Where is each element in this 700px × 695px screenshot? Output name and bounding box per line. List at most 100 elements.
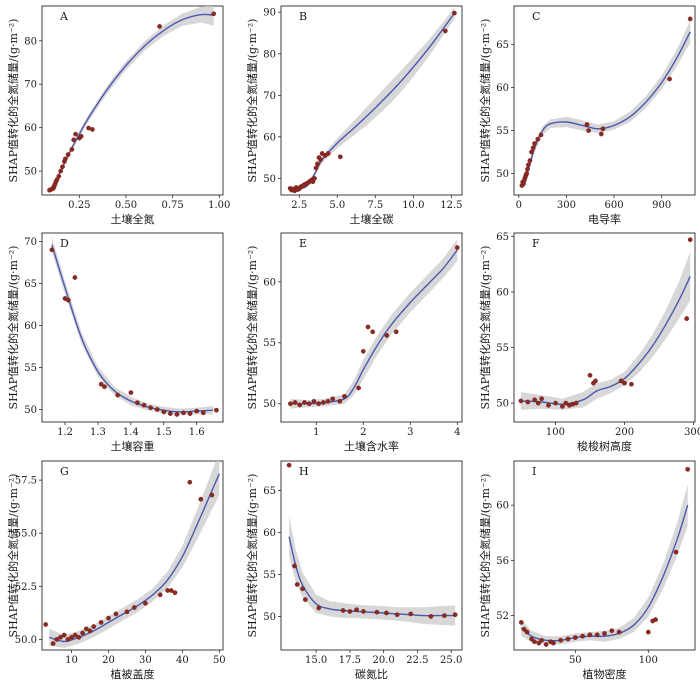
panel-e-point-16 — [384, 333, 390, 338]
panel-h-point-4 — [302, 597, 308, 602]
panel-i-point-17 — [609, 628, 615, 634]
panel-a-point-12 — [65, 152, 71, 157]
panel-b-point-16 — [312, 176, 317, 181]
panel-d-point-15 — [181, 410, 186, 416]
panel-h-point-3 — [300, 586, 305, 592]
panel-d: 1.2 1.3 1.4 1.5 1.6 50 55 60 65 70 D 土壤容重 SHAP值转化的全氮… — [6, 232, 224, 453]
panel-c: 0 300 600 900 50 55 60 65 C 电导率 SHAP值转化的全氮储量/(g·m⁻… — [478, 5, 696, 226]
panel-i-y-axis-title: SHAP值转化的全氮储量/(g·m⁻²) — [478, 474, 492, 638]
panel-b-confidence-band — [290, 7, 455, 193]
panel-h-point-0 — [286, 462, 292, 468]
panel-g-point-22 — [172, 590, 178, 596]
panel-g-point-6 — [69, 634, 74, 640]
panel-d-point-12 — [161, 409, 167, 415]
panel-i-x-tick-label: 50 — [569, 655, 582, 666]
panel-h-y-tick-label: 50 — [263, 612, 276, 623]
panel-h-point-1 — [292, 563, 297, 569]
panel-a-x-tick-label: 0.75 — [161, 200, 183, 211]
panel-d-y-tick-label: 70 — [24, 237, 37, 248]
panel-e-point-9 — [330, 396, 336, 402]
panel-a-point-11 — [62, 156, 68, 162]
panel-i-confidence-band — [521, 484, 688, 645]
panel-d-point-0 — [49, 247, 55, 253]
panel-f-point-8 — [563, 400, 569, 406]
panel-i-point-10 — [558, 637, 564, 643]
panel-i-point-6 — [539, 637, 545, 643]
panel-e-x-tick-label: 2 — [360, 427, 366, 438]
panel-f-x-axis-title: 梭梭树高度 — [577, 439, 632, 453]
panel-b-y-tick-label: 90 — [263, 8, 276, 19]
panel-e-x-axis-title: 土壤含水率 — [344, 439, 399, 453]
panel-e-point-5 — [311, 398, 317, 404]
panel-h-point-6 — [340, 608, 346, 613]
panel-g-x-tick-label: 40 — [176, 655, 189, 666]
panel-d-y-tick-label: 65 — [24, 279, 37, 290]
panel-g-point-12 — [91, 624, 97, 629]
panel-c-point-13 — [535, 136, 541, 142]
panel-c-y-tick-label: 65 — [496, 40, 509, 51]
panel-h-y-tick-label: 55 — [263, 570, 276, 581]
panel-e-point-2 — [297, 402, 303, 408]
panel-a-x-axis-title: 土壤全氮 — [111, 212, 155, 226]
panel-e-x-tick-label: 1 — [313, 427, 319, 438]
panel-e-point-18 — [454, 245, 460, 250]
panel-f-point-1 — [525, 399, 531, 405]
panel-b-point-24 — [337, 154, 343, 160]
panel-e-point-15 — [370, 329, 376, 335]
panel-i-point-7 — [543, 642, 549, 647]
panel-f-x-tick-label: 300 — [684, 427, 700, 438]
panel-c-y-axis-title: SHAP值转化的全氮储量/(g·m⁻²) — [478, 19, 492, 183]
panel-d-point-14 — [174, 412, 180, 417]
panel-f-point-4 — [539, 396, 544, 402]
panel-a-point-14 — [71, 137, 77, 143]
panel-d-y-axis-title: SHAP值转化的全氮储量/(g·m⁻²) — [6, 246, 20, 410]
panel-f-confidence-band — [520, 251, 691, 410]
panel-c-y-tick-label: 55 — [496, 126, 509, 137]
panel-d-point-3 — [72, 275, 78, 280]
panel-g-point-4 — [61, 632, 67, 638]
panel-h-x-tick-label: 20.0 — [373, 655, 395, 666]
panel-a-point-21 — [211, 11, 217, 17]
panel-i-point-13 — [580, 633, 585, 639]
panel-e-y-tick-label: 60 — [263, 277, 276, 288]
panel-e-point-14 — [365, 324, 371, 330]
panel-g-point-1 — [50, 641, 56, 646]
panel-i-point-21 — [653, 617, 658, 622]
panel-a-x-tick-label: 0.25 — [68, 200, 90, 211]
panel-g-point-0 — [43, 622, 49, 627]
panel-h-point-7 — [347, 609, 353, 614]
panel-f-y-tick-label: 55 — [496, 343, 509, 354]
panel-a: 0.25 0.50 0.75 1.00 50 60 70 80 A 土壤全氮 SHAP值转化的全氮储… — [6, 5, 230, 226]
panel-f-point-15 — [618, 378, 624, 384]
panel-f-point-3 — [535, 400, 541, 406]
panel-i-point-3 — [529, 636, 534, 642]
panel-d-letter: D — [60, 237, 69, 250]
panel-g-x-tick-label: 20 — [102, 655, 115, 666]
panel-d-point-13 — [167, 411, 173, 416]
panel-i-point-19 — [645, 629, 651, 635]
panel-e-point-12 — [356, 385, 361, 391]
panel-e-point-4 — [306, 401, 312, 407]
panel-i-y-tick-label: 60 — [496, 501, 509, 512]
panel-c-point-8 — [525, 162, 531, 168]
panel-b-x-tick-label: 12.5 — [440, 200, 462, 211]
panel-i-point-22 — [673, 549, 679, 555]
panel-i-point-1 — [521, 626, 527, 632]
panel-d-x-tick-label: 1.4 — [123, 427, 139, 438]
panel-g-point-14 — [106, 615, 111, 621]
panel-g-y-tick-label: 52.5 — [15, 582, 37, 593]
panel-i-point-16 — [602, 631, 607, 636]
panel-a-point-7 — [56, 173, 62, 179]
panel-g-point-3 — [58, 634, 63, 640]
panel-f-y-tick-label: 60 — [496, 287, 509, 298]
panel-f-point-6 — [553, 400, 558, 406]
panel-a-point-20 — [157, 24, 162, 29]
panel-c-x-axis-title: 电导率 — [588, 212, 621, 226]
panel-c-point-10 — [529, 149, 534, 155]
panel-f-point-19 — [687, 237, 693, 243]
panel-h-point-13 — [408, 611, 414, 617]
panel-c-x-tick-label: 900 — [652, 200, 671, 211]
panel-g-point-23 — [187, 479, 193, 485]
panel-e-point-11 — [342, 394, 347, 399]
panel-b-x-tick-label: 7.5 — [367, 200, 383, 211]
